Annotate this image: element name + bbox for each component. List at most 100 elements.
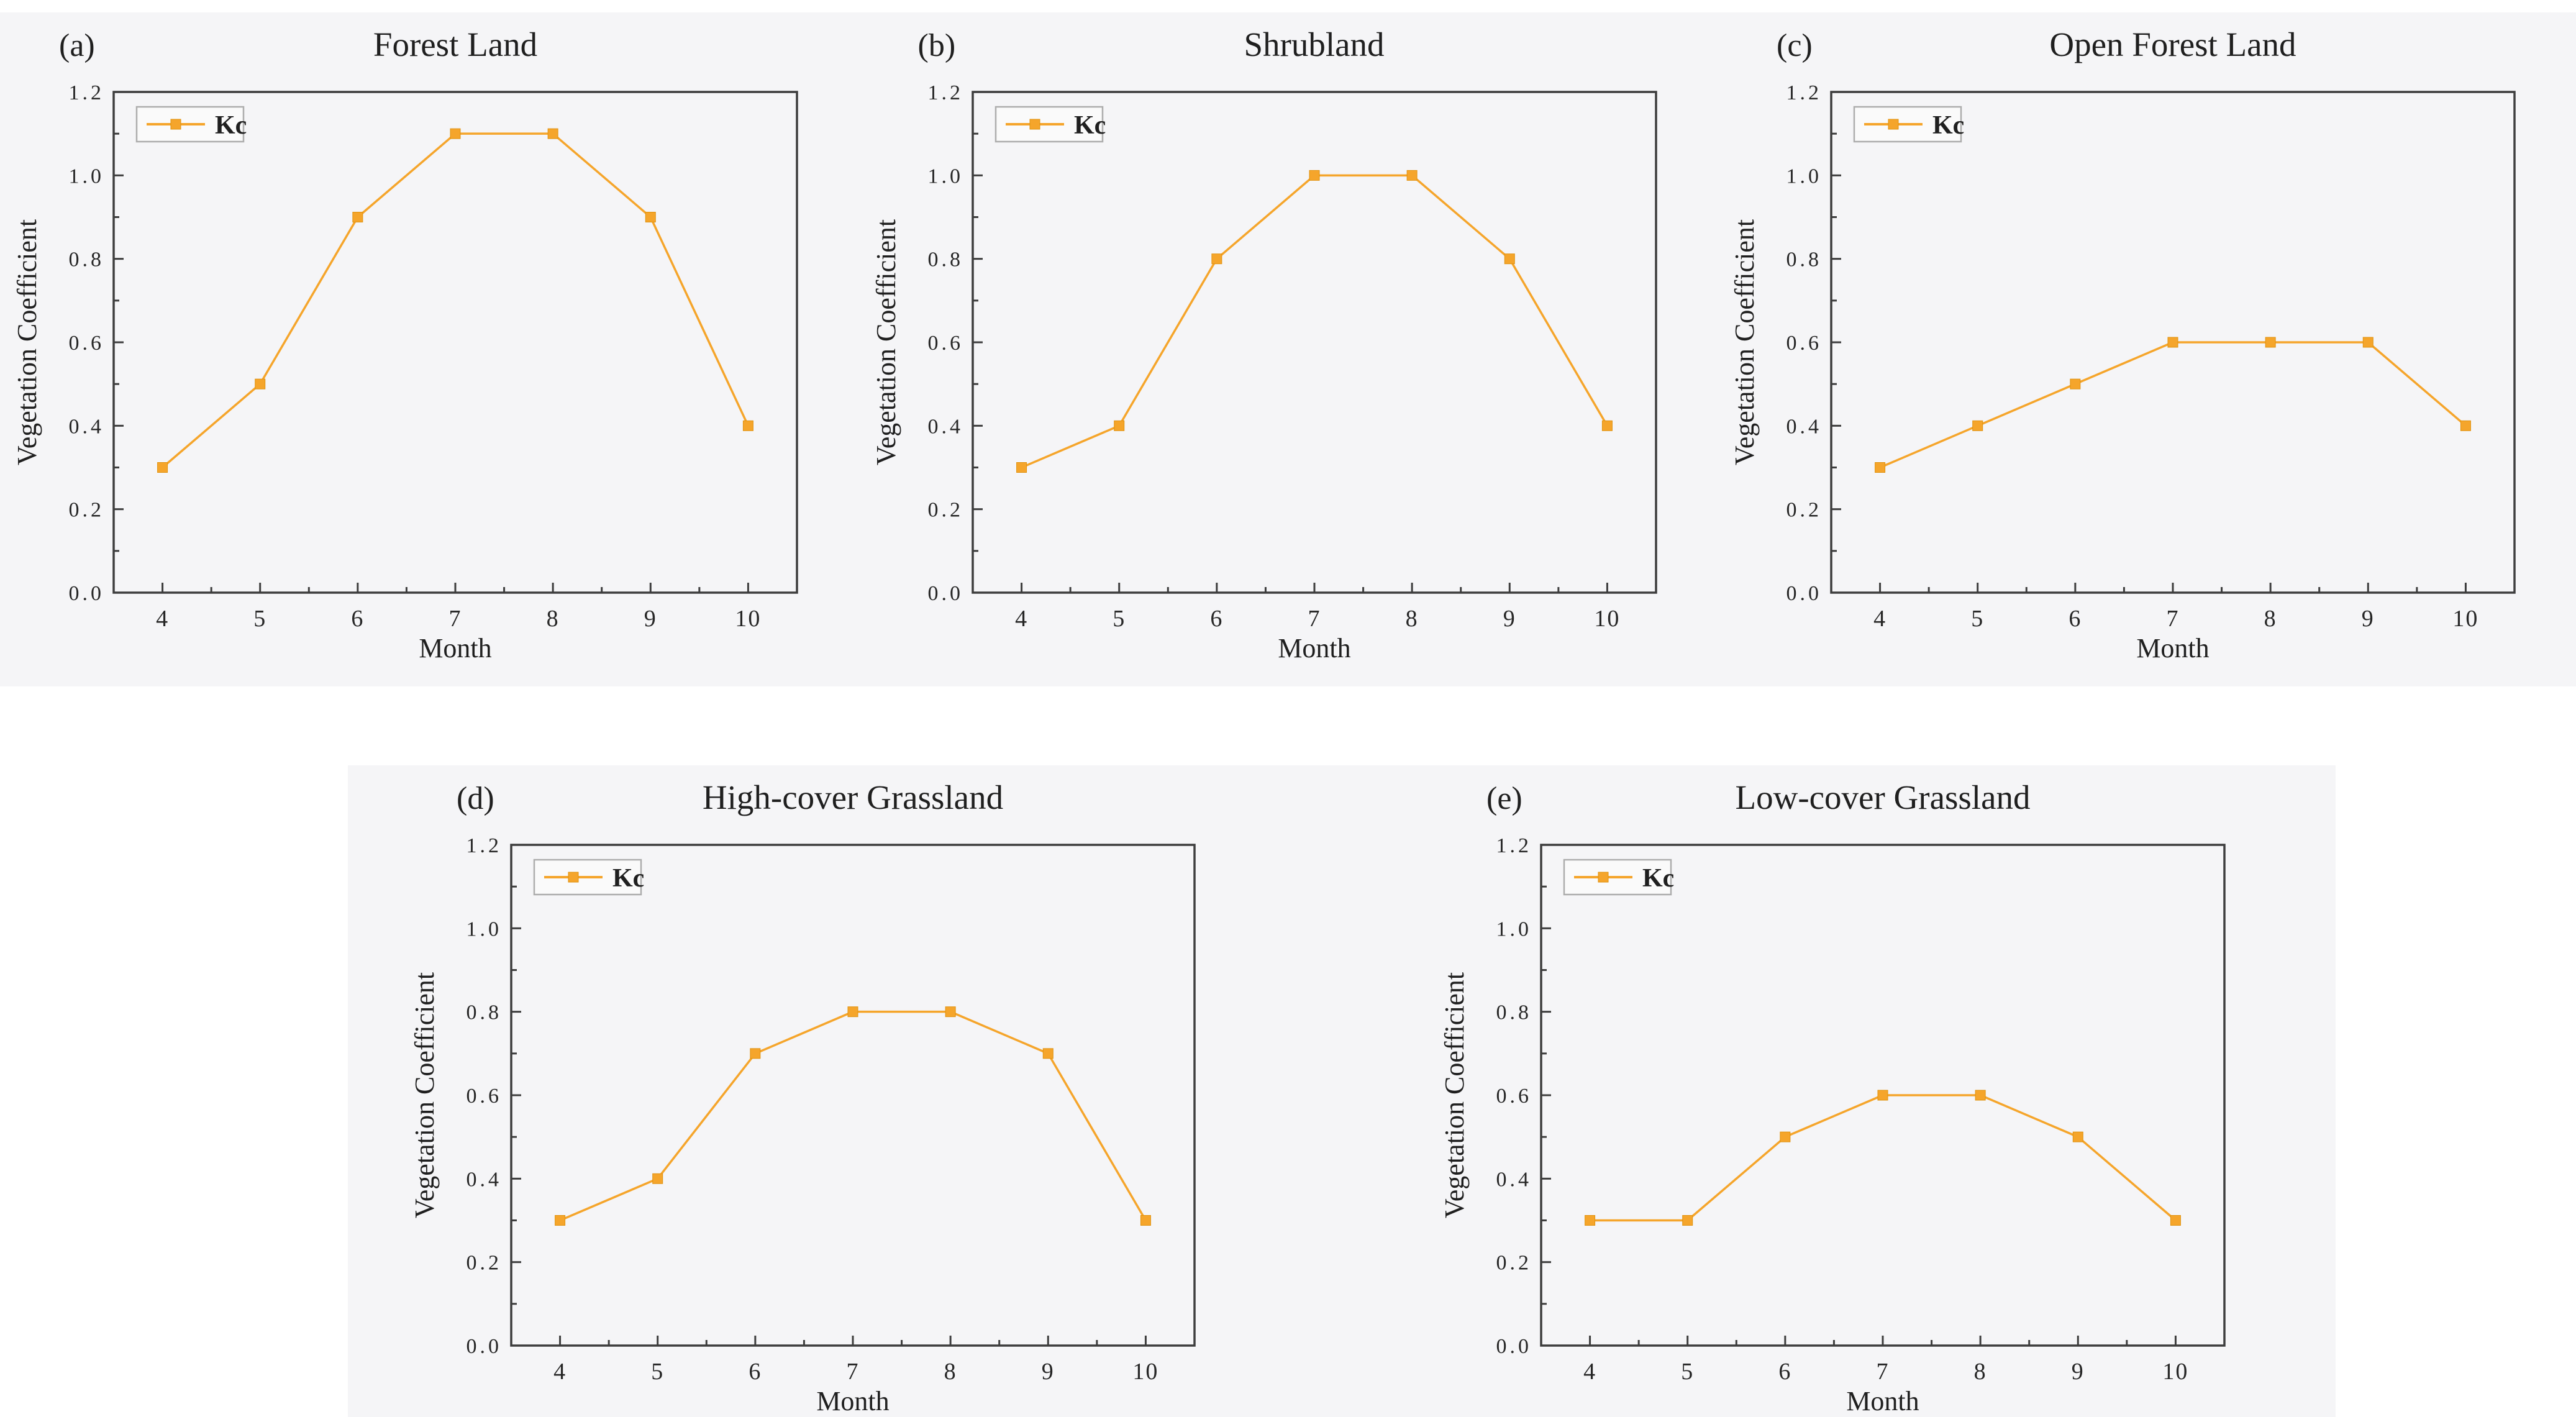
plot-frame xyxy=(112,91,798,594)
axis-ticks xyxy=(1540,844,2226,1347)
x-tick-label: 5 xyxy=(1971,606,1984,632)
chart-canvas-forest-land: 0.0 0.2 0.4 0.6 0.8 1.0 1.2 4 5 6 7 8 9 10 Month Vegeta… xyxy=(12,81,798,663)
x-tick-label: 7 xyxy=(2167,606,2180,632)
x-axis-title: Month xyxy=(419,633,491,663)
chart-panel-b: (b) Shrubland 0.0 0.2 0.4 0.6 0.8 1.0 1.2 4 5 6 7 8… xyxy=(859,12,1718,664)
data-point-marker xyxy=(1877,1090,1888,1101)
plot-frame xyxy=(510,844,1196,1347)
y-tick-label: 1.0 xyxy=(467,918,503,941)
data-point-marker xyxy=(847,1006,858,1018)
data-point-marker xyxy=(352,212,363,222)
top-chart-row: (a) Forest Land 0.0 0.2 0.4 0.6 0.8 1.0 1.2 4 5 6… xyxy=(0,12,2576,686)
y-tick-label: 1.0 xyxy=(1786,165,1823,188)
data-point-marker xyxy=(555,1215,566,1226)
y-tick-label: 0.4 xyxy=(467,1168,503,1191)
x-tick-label: 9 xyxy=(644,606,657,632)
data-point-marker xyxy=(157,462,168,473)
x-axis-title: Month xyxy=(816,1386,889,1416)
data-point-marker xyxy=(1585,1215,1596,1226)
x-tick-label: 4 xyxy=(156,606,169,632)
y-tick-label: 1.0 xyxy=(69,165,105,188)
y-tick-label: 0.0 xyxy=(69,582,105,605)
panel-label-e: (e) xyxy=(1486,781,1522,816)
chart-title-forest-land: Forest Land xyxy=(373,25,538,63)
y-tick-label: 0.2 xyxy=(927,499,963,522)
panel-label-d: (d) xyxy=(457,781,494,816)
kc-series-markers xyxy=(1875,337,2471,473)
y-tick-label: 0.8 xyxy=(1786,248,1823,271)
data-point-marker xyxy=(1406,170,1418,181)
chart-title-low-cover-grassland: Low-cover Grassland xyxy=(1735,778,2031,816)
legend-box: Kc xyxy=(135,106,247,143)
data-point-marker xyxy=(652,1173,663,1184)
legend-label: Kc xyxy=(215,111,247,140)
x-tick-label: 6 xyxy=(351,606,364,632)
chart-panel-c: (c) Open Forest Land 0.0 0.2 0.4 0.6 0.8 1.0 1… xyxy=(1718,12,2576,664)
y-tick-label: 0.8 xyxy=(927,248,963,271)
panel-label-b: (b) xyxy=(917,28,956,63)
plot-frame xyxy=(971,91,1657,594)
data-point-marker xyxy=(2072,1131,2083,1142)
x-tick-label: 5 xyxy=(253,606,266,632)
y-tick-label: 1.2 xyxy=(467,834,503,857)
legend-marker-sample xyxy=(1888,119,1899,130)
data-point-marker xyxy=(1875,462,1886,473)
x-tick-label: 9 xyxy=(1042,1359,1055,1385)
y-tick-label: 1.2 xyxy=(927,81,963,104)
y-tick-label: 0.6 xyxy=(1786,332,1823,355)
x-tick-label: 7 xyxy=(847,1359,860,1385)
x-tick-label: 4 xyxy=(1583,1359,1596,1385)
x-tick-label: 4 xyxy=(1873,606,1886,632)
y-tick-label: 0.8 xyxy=(1496,1001,1532,1024)
x-tick-label: 8 xyxy=(944,1359,957,1385)
chart-panel-e: (e) Low-cover Grassland 0.0 0.2 0.4 0.6 0.8 1… xyxy=(1427,765,2286,1417)
data-point-marker xyxy=(1601,420,1613,431)
y-axis-title: Vegetation Coefficient xyxy=(12,219,42,465)
kc-series-markers xyxy=(1585,1090,2181,1226)
data-point-marker xyxy=(945,1006,956,1018)
chart-title-high-cover-grassland: High-cover Grassland xyxy=(702,778,1004,816)
x-axis-title: Month xyxy=(1278,633,1350,663)
y-tick-label: 0.6 xyxy=(467,1085,503,1108)
y-axis-title: Vegetation Coefficient xyxy=(871,219,901,465)
bottom-chart-row: (d) High-cover Grassland 0.0 0.2 0.4 0.6 0.8… xyxy=(348,765,2336,1417)
data-point-marker xyxy=(1140,1215,1151,1226)
kc-series-line xyxy=(1021,174,1608,469)
kc-series-line xyxy=(162,132,750,468)
x-tick-label: 10 xyxy=(735,606,761,632)
y-tick-label: 0.0 xyxy=(467,1335,503,1358)
x-axis-title: Month xyxy=(2136,633,2209,663)
x-tick-label: 6 xyxy=(1778,1359,1791,1385)
legend-box: Kc xyxy=(1853,106,1964,143)
y-tick-label: 0.4 xyxy=(927,415,963,438)
y-tick-label: 0.4 xyxy=(1496,1168,1532,1191)
data-point-marker xyxy=(255,378,266,390)
y-tick-label: 0.8 xyxy=(69,248,105,271)
kc-series-line xyxy=(1590,1094,2177,1222)
axis-ticks xyxy=(112,91,798,594)
axis-ticks xyxy=(1830,91,2516,594)
y-tick-label: 0.0 xyxy=(1496,1335,1532,1358)
y-tick-label: 0.2 xyxy=(1496,1252,1532,1275)
data-point-marker xyxy=(1309,170,1319,181)
x-tick-label: 7 xyxy=(1308,606,1321,632)
data-point-marker xyxy=(1682,1215,1693,1226)
x-tick-label: 8 xyxy=(1405,606,1418,632)
data-point-marker xyxy=(2170,1215,2181,1226)
x-tick-label: 7 xyxy=(1877,1359,1890,1385)
legend-box: Kc xyxy=(1563,859,1674,896)
y-tick-label: 0.6 xyxy=(1496,1085,1532,1108)
x-tick-label: 9 xyxy=(2072,1359,2085,1385)
y-tick-label: 0.6 xyxy=(927,332,963,355)
chart-canvas-high-cover-grassland: 0.0 0.2 0.4 0.6 0.8 1.0 1.2 4 5 6 7 8 9 10 Month Vegeta… xyxy=(409,834,1196,1416)
data-point-marker xyxy=(1042,1048,1054,1059)
y-axis-title: Vegetation Coefficient xyxy=(1439,972,1470,1218)
x-tick-label: 8 xyxy=(547,606,560,632)
kc-series-markers xyxy=(555,1006,1151,1226)
x-tick-label: 6 xyxy=(749,1359,762,1385)
chart-panel-a: (a) Forest Land 0.0 0.2 0.4 0.6 0.8 1.0 1.2 4 5 6… xyxy=(0,12,858,664)
data-point-marker xyxy=(1211,253,1222,265)
data-point-marker xyxy=(1780,1131,1791,1142)
legend-label: Kc xyxy=(612,864,644,893)
data-point-marker xyxy=(1113,420,1124,431)
